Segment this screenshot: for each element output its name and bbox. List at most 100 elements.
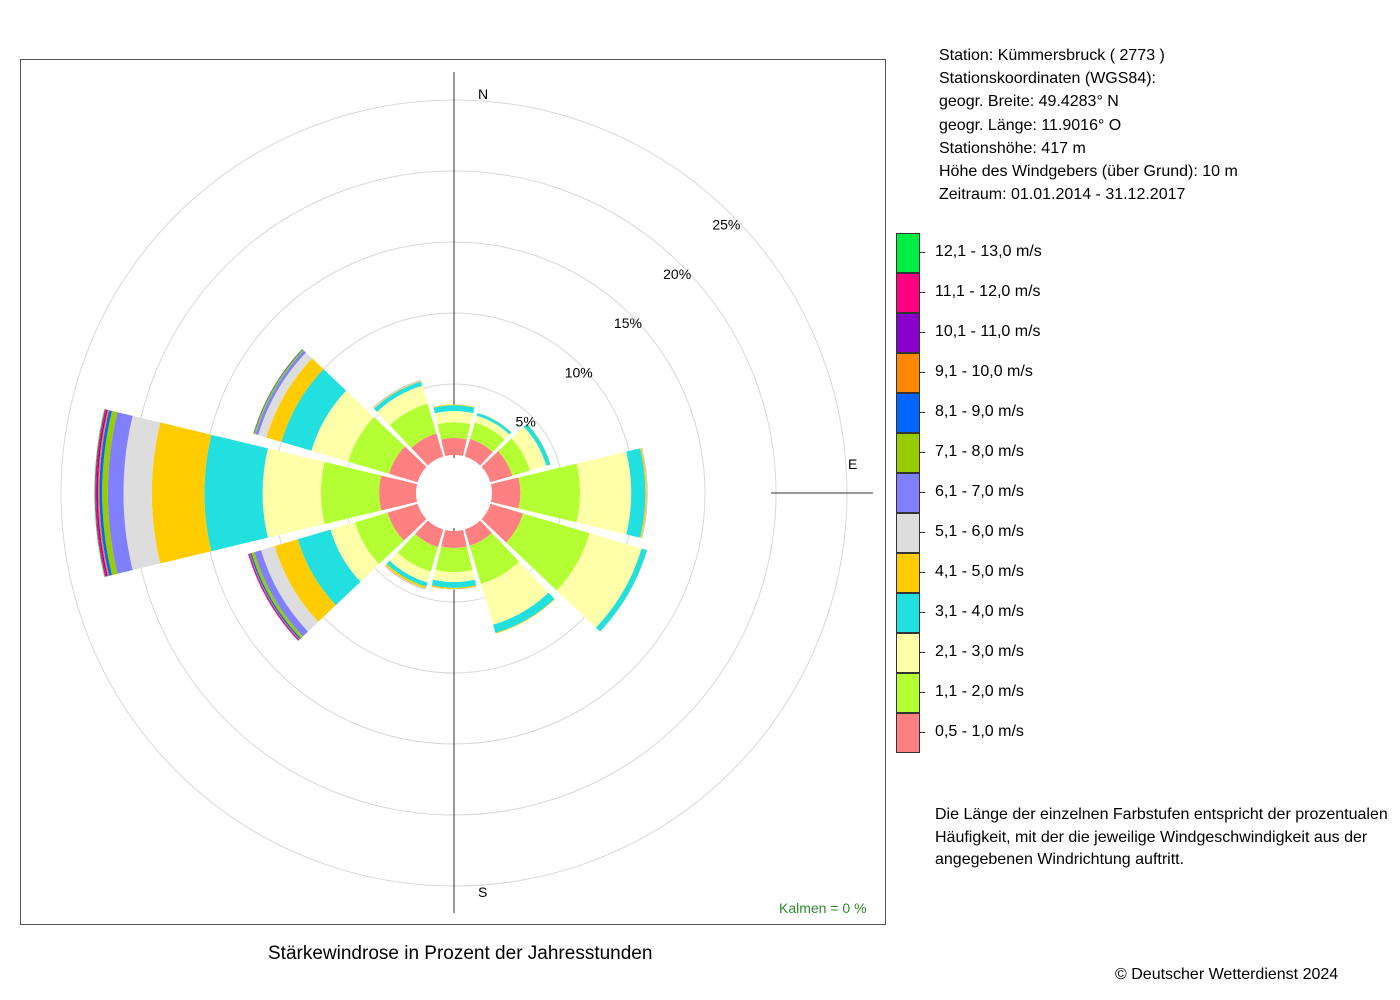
sector-270deg-speed-6: [107, 412, 133, 574]
legend-label: 2,1 - 3,0 m/s: [935, 643, 1024, 660]
sector-330deg-speed-3: [374, 381, 423, 412]
legend-swatch: [896, 633, 920, 673]
sector-270deg-speed-8: [99, 410, 112, 576]
sector-180deg-speed-3: [431, 579, 477, 588]
legend-swatch: [896, 353, 920, 393]
legend-tick: [920, 372, 925, 373]
copyright: © Deutscher Wetterdienst 2024: [1115, 966, 1339, 983]
sector-30deg-speed-3: [476, 413, 512, 435]
sector-300deg-speed-2: [311, 390, 374, 462]
sector-150deg-speed-3: [493, 592, 555, 633]
ring-label-20: 20%: [663, 266, 691, 282]
sector-0deg-speed-1: [437, 422, 471, 440]
sector-0deg-speed-2: [434, 410, 474, 425]
direction-label-e: E: [848, 456, 857, 472]
sector-30deg-speed-1: [470, 422, 505, 453]
wind-rose-plot: N E S 5% 10% 15% 20% 25% Kalmen = 0 %: [20, 59, 886, 925]
sector-270deg-speed-10: [96, 409, 108, 577]
time-period: Zeitraum: 01.01.2014 - 31.12.2017: [939, 186, 1186, 204]
legend-tick: [920, 292, 925, 293]
sector-240deg-speed-2: [330, 522, 380, 582]
sector-330deg-speed-1: [389, 403, 437, 448]
sector-60deg-speed-3: [523, 423, 551, 466]
legend-tick: [920, 252, 925, 253]
legend-label: 4,1 - 5,0 m/s: [935, 563, 1024, 580]
sector-330deg-speed-0: [411, 433, 444, 466]
legend-label: 12,1 - 13,0 m/s: [935, 243, 1042, 260]
sector-30deg-speed-2: [474, 415, 510, 440]
sector-240deg-speed-5: [260, 546, 319, 632]
sector-270deg-speed-9: [97, 409, 110, 577]
latitude: geogr. Breite: 49.4283° N: [939, 93, 1119, 111]
sector-90deg-speed-4: [640, 448, 647, 538]
sector-270deg-speed-7: [102, 410, 118, 576]
legend-label: 9,1 - 10,0 m/s: [935, 363, 1033, 380]
station-name: Station: Kümmersbruck ( 2773 ): [939, 47, 1165, 64]
sector-0deg-speed-0: [441, 437, 467, 457]
sector-90deg-speed-0: [490, 477, 521, 509]
legend-swatch: [896, 273, 920, 313]
legend-tick: [920, 692, 925, 693]
sector-270deg-speed-3: [204, 434, 268, 552]
legend-label: 11,1 - 12,0 m/s: [935, 283, 1041, 300]
sector-210deg-speed-0: [415, 520, 444, 548]
ring-label-5: 5%: [516, 413, 536, 429]
direction-label-n: N: [478, 86, 488, 102]
sector-30deg-speed-0: [464, 438, 493, 466]
sector-60deg-speed-1: [498, 438, 530, 476]
wind-rose-svg: N E S 5% 10% 15% 20% 25%: [60, 72, 873, 913]
legend-swatch: [896, 593, 920, 633]
sector-0deg-speed-3: [433, 405, 475, 414]
calm-percentage: Kalmen = 0 %: [779, 900, 867, 916]
sector-300deg-speed-1: [348, 416, 405, 474]
legend-label: 3,1 - 4,0 m/s: [935, 603, 1024, 620]
sector-150deg-speed-0: [464, 520, 492, 546]
sector-300deg-speed-4: [266, 358, 324, 442]
wind-sectors: [94, 348, 648, 641]
legend-tick: [920, 572, 925, 573]
sector-210deg-speed-1: [397, 533, 438, 572]
sector-180deg-speed-1: [435, 546, 473, 573]
legend-tick: [920, 332, 925, 333]
legend-label: 8,1 - 9,0 m/s: [935, 403, 1024, 420]
legend-swatch: [896, 393, 920, 433]
sector-270deg-speed-1: [320, 461, 382, 525]
longitude: geogr. Länge: 11.9016° O: [939, 116, 1122, 134]
sector-60deg-speed-0: [481, 451, 513, 483]
sector-270deg-speed-12: [94, 409, 105, 577]
legend-tick: [920, 412, 925, 413]
sector-0deg-speed-4: [433, 404, 475, 408]
legend-swatch: [896, 433, 920, 473]
sector-300deg-speed-0: [388, 446, 427, 483]
sector-300deg-speed-3: [281, 369, 347, 451]
sector-330deg-speed-2: [377, 385, 428, 426]
direction-label-s: S: [478, 884, 487, 900]
legend-swatch: [896, 513, 920, 553]
sector-60deg-speed-2: [511, 426, 547, 471]
legend-tick: [920, 612, 925, 613]
sector-270deg-speed-2: [262, 448, 325, 538]
legend-label: 0,5 - 1,0 m/s: [935, 723, 1024, 740]
legend-swatch: [896, 313, 920, 353]
sector-240deg-speed-3: [297, 529, 361, 606]
sector-210deg-speed-2: [389, 552, 431, 583]
sector-90deg-speed-6: [641, 447, 648, 539]
legend-tick: [920, 732, 925, 733]
compass-axes: [453, 72, 873, 913]
legend-label: 1,1 - 2,0 m/s: [935, 683, 1024, 700]
sector-150deg-speed-1: [469, 532, 520, 584]
sector-180deg-speed-0: [441, 529, 467, 549]
legend-label: 5,1 - 6,0 m/s: [935, 523, 1024, 540]
sector-240deg-speed-6: [254, 550, 308, 637]
legend-swatch: [896, 233, 920, 273]
sector-270deg-speed-0: [379, 475, 418, 511]
ring-label-25: 25%: [712, 217, 740, 233]
coordinates-heading: Stationskoordinaten (WGS84):: [939, 70, 1156, 88]
legend-tick: [920, 492, 925, 493]
sector-180deg-speed-2: [433, 569, 475, 583]
sector-300deg-speed-5: [258, 352, 313, 438]
sector-150deg-speed-2: [480, 561, 549, 625]
sector-120deg-speed-1: [506, 513, 590, 591]
station-info: Station: Kümmersbruck ( 2773 ) Stationsk…: [939, 44, 1238, 206]
sensor-height: Höhe des Windgebers (über Grund): 10 m: [939, 163, 1238, 181]
